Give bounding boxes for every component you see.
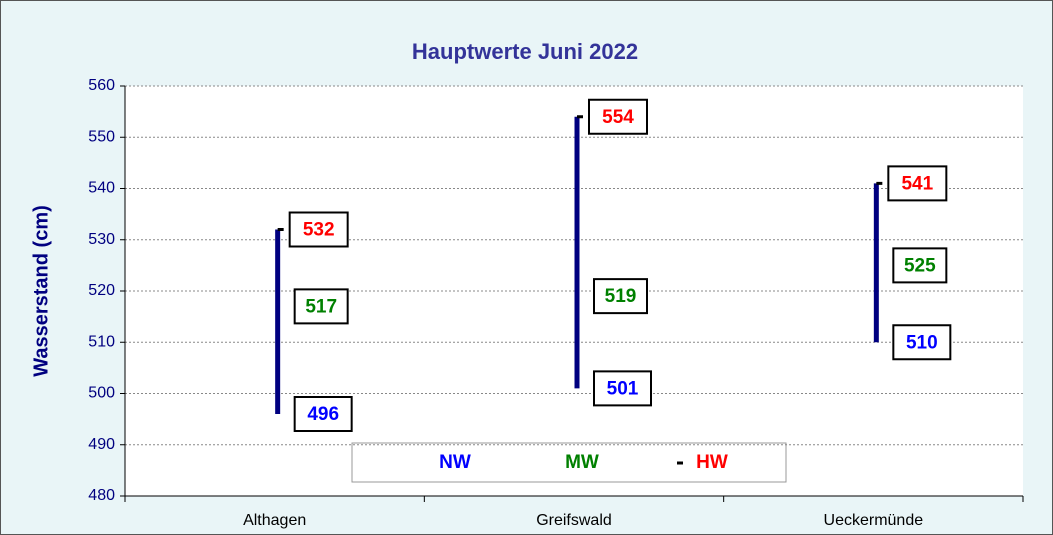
value-label-box — [588, 98, 648, 135]
value-label-box — [892, 247, 948, 284]
y-tick-label: 550 — [88, 128, 115, 145]
legend-label: HW — [696, 452, 728, 473]
y-tick-label: 510 — [88, 333, 115, 350]
y-tick-label: 500 — [88, 385, 115, 402]
value-label: 501 — [607, 378, 639, 399]
chart-title: Hauptwerte Juni 2022 — [412, 39, 638, 64]
y-tick-label: 480 — [88, 487, 115, 504]
x-tick-label: Ueckermünde — [824, 512, 924, 529]
value-label: 517 — [305, 296, 337, 317]
value-label: 525 — [904, 255, 936, 276]
value-label-box — [293, 396, 353, 432]
y-tick-label: 560 — [88, 77, 115, 94]
value-label-box — [293, 288, 349, 325]
value-label: 496 — [307, 404, 339, 425]
y-axis-label: Wasserstand (cm) — [30, 205, 52, 377]
x-tick-label: Greifswald — [536, 512, 612, 529]
legend-label: NW — [439, 452, 471, 473]
value-label-box — [593, 370, 652, 407]
value-label: 532 — [303, 220, 335, 241]
legend-label: MW — [565, 452, 599, 473]
value-label-box — [892, 324, 952, 361]
value-label: 554 — [602, 107, 634, 128]
legend — [351, 442, 787, 483]
value-label-box — [593, 278, 648, 315]
value-label: 541 — [901, 173, 933, 194]
y-tick-label: 490 — [88, 436, 115, 453]
value-label-box — [288, 211, 349, 248]
x-tick-label: Althagen — [243, 512, 306, 529]
y-tick-label: 520 — [88, 282, 115, 299]
value-label: 519 — [605, 286, 637, 307]
value-label: 510 — [906, 332, 938, 353]
y-tick-label: 530 — [88, 231, 115, 248]
y-tick-label: 540 — [88, 180, 115, 197]
value-label-box — [887, 165, 948, 202]
